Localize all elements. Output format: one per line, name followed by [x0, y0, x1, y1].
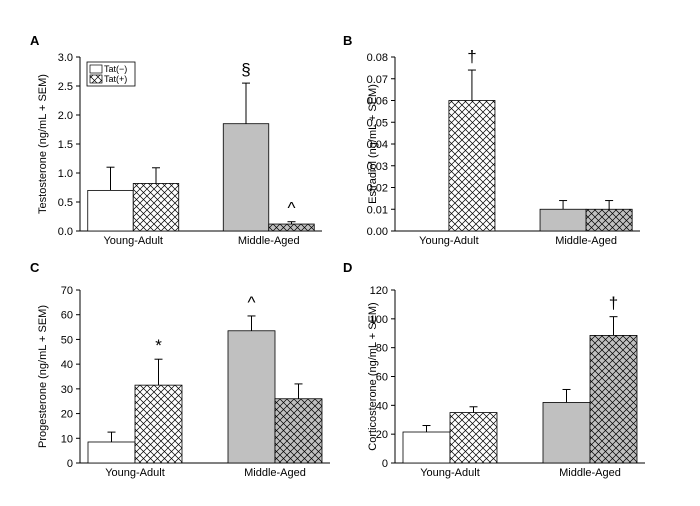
y-tick-label: 40: [376, 400, 388, 412]
bar: [134, 384, 183, 464]
y-tick-label: 3.0: [58, 52, 73, 64]
x-tick-label: Young-Adult: [419, 235, 479, 247]
y-tick-label: 0.0: [58, 226, 73, 238]
y-axis-label: Testosterone (ng/mL + SEM): [37, 74, 49, 214]
y-tick-label: 30: [61, 384, 73, 396]
y-tick-label: 2.5: [58, 81, 73, 93]
y-tick-label: 60: [61, 310, 73, 322]
y-tick-label: 1.5: [58, 139, 73, 151]
error-bar: [422, 425, 431, 433]
y-axis-label: Progesterone (ng/mL + SEM): [37, 305, 49, 448]
y-tick-label: 0.04: [367, 139, 388, 151]
y-tick-label: 70: [61, 285, 73, 297]
error-bar: [294, 383, 303, 399]
error-bar: [469, 406, 478, 413]
significance-marker: ^: [248, 293, 256, 312]
y-tick-label: 60: [376, 372, 388, 384]
y-axis-label: Corticosterone (ng/mL + SEM): [367, 302, 379, 450]
significance-marker: ^: [288, 199, 296, 218]
x-tick-label: Young-Adult: [105, 467, 165, 479]
y-tick-label: 0.08: [367, 52, 388, 64]
error-bar: [154, 358, 163, 386]
panel-label: C: [30, 260, 40, 275]
legend-label: Tat(+): [104, 74, 127, 84]
y-axis-label: Estradiol (ng/mL + SEM): [367, 84, 379, 204]
error-bar: [609, 316, 618, 336]
x-tick-label: Young-Adult: [420, 467, 480, 479]
y-tick-label: 0.5: [58, 197, 73, 209]
y-tick-label: 0.03: [367, 161, 388, 173]
y-tick-label: 0.01: [367, 204, 388, 216]
bar: [585, 208, 633, 232]
x-tick-label: Middle-Aged: [559, 467, 621, 479]
error-bar: [559, 200, 568, 210]
bar: [87, 441, 136, 464]
bar: [589, 335, 638, 464]
y-tick-label: 0.00: [367, 226, 388, 238]
y-tick-label: 10: [61, 433, 73, 445]
error-bar: [242, 82, 251, 124]
panel-label: A: [30, 33, 40, 48]
bar: [222, 123, 270, 232]
bar: [132, 183, 180, 232]
y-tick-label: 0.06: [367, 96, 388, 108]
panel-label: D: [343, 260, 352, 275]
panel-label: B: [343, 33, 352, 48]
error-bar: [247, 315, 256, 331]
y-tick-label: 120: [370, 285, 388, 297]
y-tick-label: 20: [376, 429, 388, 441]
legend-swatch: [89, 64, 103, 74]
bar: [449, 412, 498, 464]
error-bar: [287, 221, 296, 225]
y-tick-label: 2.0: [58, 110, 73, 122]
x-tick-label: Middle-Aged: [238, 235, 300, 247]
bar: [539, 208, 587, 232]
y-tick-label: 0.05: [367, 117, 388, 129]
bar: [448, 100, 496, 232]
error-bar: [467, 69, 476, 101]
y-tick-label: 40: [61, 359, 73, 371]
y-tick-label: 0: [382, 458, 388, 470]
y-tick-label: 0: [67, 458, 73, 470]
significance-marker: †: [467, 47, 476, 66]
significance-marker: §: [241, 60, 250, 79]
y-tick-label: 0.02: [367, 183, 388, 195]
y-tick-label: 1.0: [58, 168, 73, 180]
bar: [268, 223, 315, 232]
error-bar: [562, 388, 571, 403]
error-bar: [107, 431, 116, 442]
bar: [542, 402, 591, 464]
legend-swatch: [89, 74, 103, 84]
significance-marker: *: [155, 336, 162, 355]
error-bar: [605, 200, 614, 210]
legend-label: Tat(−): [104, 64, 127, 74]
bar: [87, 189, 134, 232]
bar: [402, 431, 451, 464]
error-bar: [106, 166, 115, 191]
error-bar: [151, 167, 160, 184]
x-tick-label: Middle-Aged: [555, 235, 617, 247]
bar: [227, 330, 276, 464]
y-tick-label: 20: [61, 409, 73, 421]
y-tick-label: 80: [376, 343, 388, 355]
x-tick-label: Middle-Aged: [244, 467, 306, 479]
y-tick-label: 100: [370, 314, 388, 326]
bar: [274, 398, 323, 464]
y-tick-label: 0.07: [367, 74, 388, 86]
significance-marker: †: [609, 294, 618, 313]
y-tick-label: 50: [61, 334, 73, 346]
x-tick-label: Young-Adult: [103, 235, 163, 247]
